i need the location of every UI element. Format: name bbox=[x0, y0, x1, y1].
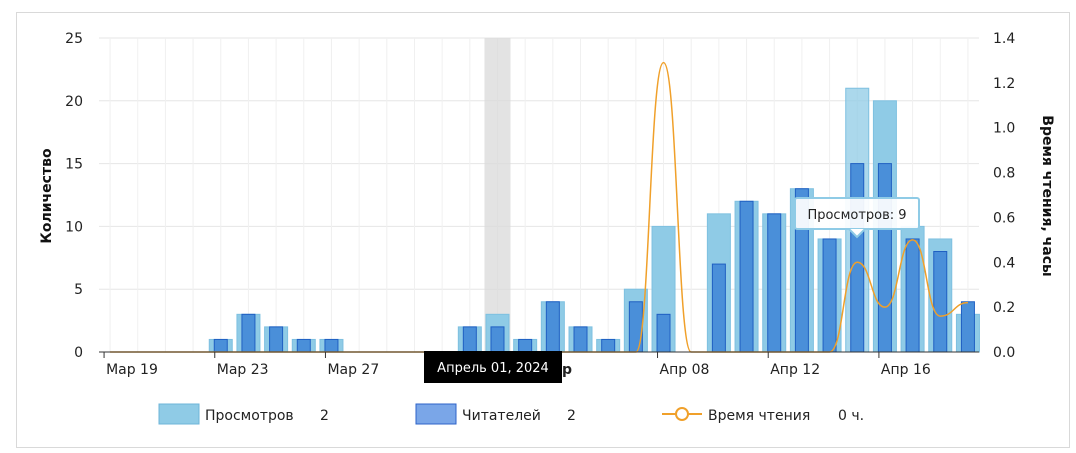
y-tick-label-right: 0.6 bbox=[993, 210, 1015, 226]
chart: 0 5 10 15 20 25 0.0 0.2 0.4 0.6 0.8 1.0 1.2 1.4 Мар 19… bbox=[39, 31, 1055, 425]
highlight-band bbox=[484, 38, 511, 352]
legend-value-views: 2 bbox=[320, 408, 329, 424]
legend-swatch-views bbox=[158, 403, 200, 425]
x-tick-label: Мар 23 bbox=[217, 362, 269, 378]
legend: Просмотров 2 Читателей 2 Время чтения 0 … bbox=[158, 403, 864, 425]
x-tick-label: Апр 12 bbox=[770, 362, 820, 378]
bar-readers bbox=[296, 338, 311, 353]
hover-highlight bbox=[484, 38, 511, 352]
x-tick-label: Апр 08 bbox=[660, 362, 710, 378]
y-tick-label-left: 5 bbox=[74, 282, 83, 298]
legend-label-reading-time: Время чтения bbox=[708, 408, 810, 424]
x-tick-label: Мар 19 bbox=[106, 362, 158, 378]
bar-readers bbox=[628, 301, 643, 353]
legend-marker-reading-time bbox=[675, 407, 689, 421]
bar-readers bbox=[324, 338, 339, 353]
y-tick-label-left: 15 bbox=[65, 157, 83, 173]
y-tick-label-right: 1.0 bbox=[993, 121, 1015, 137]
bar-readers bbox=[490, 326, 505, 353]
legend-label-views: Просмотров bbox=[205, 408, 294, 424]
chart-container: 0 5 10 15 20 25 0.0 0.2 0.4 0.6 0.8 1.0 1.2 1.4 Мар 19… bbox=[16, 12, 1070, 448]
y-axis-title-left: Количество bbox=[39, 148, 55, 244]
bar-readers bbox=[933, 251, 948, 353]
y-axis-title-right: Время чтения, часы bbox=[1039, 115, 1055, 276]
bar-readers bbox=[601, 338, 616, 353]
y-tick-label-left: 20 bbox=[65, 94, 83, 110]
bar-readers bbox=[269, 326, 284, 353]
bar-readers bbox=[573, 326, 588, 353]
bar-readers bbox=[711, 263, 726, 353]
date-label-text: Апрель 01, 2024 bbox=[437, 361, 549, 376]
date-crosshair-label: Апрель 01, 2024 р bbox=[424, 351, 572, 383]
bar-readers bbox=[213, 338, 228, 353]
grid bbox=[99, 37, 979, 353]
legend-item-views[interactable]: Просмотров 2 bbox=[158, 403, 329, 425]
bar-readers bbox=[545, 301, 560, 353]
legend-value-readers: 2 bbox=[567, 408, 576, 424]
y-tick-label-right: 1.4 bbox=[993, 31, 1015, 47]
bar-readers bbox=[850, 163, 865, 353]
bar-readers bbox=[767, 213, 782, 353]
bar-readers bbox=[518, 338, 533, 353]
x-tick-label: Апр 16 bbox=[881, 362, 931, 378]
legend-swatch-readers bbox=[415, 403, 457, 425]
legend-label-readers: Читателей bbox=[462, 408, 541, 424]
y-tick-label-right: 0.0 bbox=[993, 345, 1015, 361]
x-tick-label: Мар 27 bbox=[327, 362, 379, 378]
bar-readers bbox=[656, 313, 671, 353]
bar-readers bbox=[462, 326, 477, 353]
bar-readers bbox=[739, 200, 754, 353]
bar-readers bbox=[241, 313, 256, 353]
y-tick-label-left: 10 bbox=[65, 219, 83, 235]
y-tick-label-right: 0.4 bbox=[993, 255, 1015, 271]
bar-readers bbox=[822, 238, 837, 353]
y-tick-label-right: 0.2 bbox=[993, 300, 1015, 316]
legend-value-reading-time: 0 ч. bbox=[838, 408, 864, 424]
legend-item-readers[interactable]: Читателей 2 bbox=[415, 403, 576, 425]
tooltip-text: Просмотров: 9 bbox=[807, 208, 906, 223]
legend-item-reading-time[interactable]: Время чтения 0 ч. bbox=[662, 407, 864, 424]
y-tick-label-right: 0.8 bbox=[993, 166, 1015, 182]
y-tick-label-left: 25 bbox=[65, 31, 83, 47]
y-tick-label-left: 0 bbox=[74, 345, 83, 361]
tooltip: Просмотров: 9 bbox=[794, 197, 920, 239]
y-tick-label-right: 1.2 bbox=[993, 76, 1015, 92]
partial-tick-label: р bbox=[562, 362, 572, 378]
bar-readers bbox=[905, 238, 920, 353]
tick-labels: 0 5 10 15 20 25 0.0 0.2 0.4 0.6 0.8 1.0 1.2 1.4 Мар 19… bbox=[65, 31, 1015, 378]
bar-readers bbox=[960, 301, 975, 353]
bar-readers bbox=[877, 163, 892, 353]
